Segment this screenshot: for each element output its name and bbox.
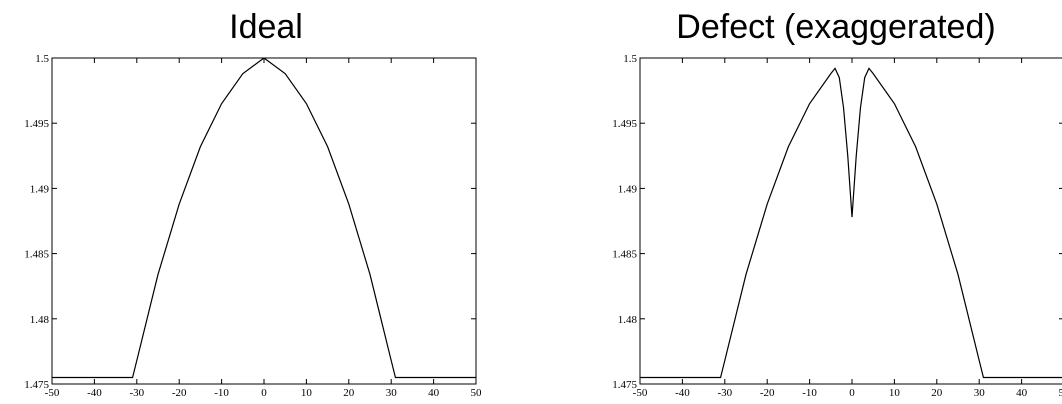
y-tick-label: 1.49: [618, 183, 638, 195]
y-tick-label: 1.49: [30, 183, 50, 195]
x-tick-label: -40: [87, 387, 102, 399]
axis-ticks-defect: 1.475 1.48 1.485 1.49 1.495 1.5 -50 -40 -30 -20 -1…: [612, 53, 1062, 399]
plot-frame-defect: [639, 57, 1062, 385]
x-tick-label: 10: [301, 387, 313, 399]
x-tick-label: -20: [760, 387, 775, 399]
x-tick-label: 20: [931, 387, 943, 399]
x-tick-label: 20: [343, 387, 355, 399]
x-tick-label: 50: [471, 387, 483, 399]
series-line-defect: [640, 67, 1062, 379]
x-tick-label: -20: [172, 387, 187, 399]
y-tick-label: 1.48: [618, 314, 638, 326]
y-tick-label: 1.485: [24, 249, 49, 261]
chart-title-defect: Defect (exaggerated): [676, 8, 995, 46]
plot-frame-ideal: [51, 57, 477, 385]
y-tick-label: 1.485: [612, 249, 637, 261]
x-tick-label: 50: [1059, 387, 1062, 399]
y-tick-label: 1.5: [35, 53, 49, 65]
x-tick-label: 0: [261, 387, 267, 399]
chart-ideal: Ideal 1.475 1.48 1.485 1.49 1.495 1.5 -50 -40 -3…: [24, 8, 482, 399]
y-tick-label: 1.495: [612, 118, 637, 130]
y-tick-label: 1.48: [30, 314, 50, 326]
chart-title-ideal: Ideal: [229, 8, 303, 46]
x-tick-label: -30: [129, 387, 144, 399]
x-tick-label: -50: [633, 387, 648, 399]
x-tick-label: 40: [428, 387, 440, 399]
x-tick-label: -10: [802, 387, 817, 399]
x-tick-label: 0: [849, 387, 855, 399]
x-tick-label: 10: [889, 387, 901, 399]
y-tick-label: 1.495: [24, 118, 49, 130]
y-tick-label: 1.5: [623, 53, 637, 65]
series-line-ideal: [52, 57, 476, 379]
x-tick-label: -30: [717, 387, 732, 399]
x-tick-label: 30: [386, 387, 398, 399]
x-tick-label: -40: [675, 387, 690, 399]
y-tick-label: 1.475: [24, 379, 49, 391]
x-tick-label: 40: [1016, 387, 1028, 399]
x-tick-label: -50: [45, 387, 60, 399]
axis-ticks-ideal: 1.475 1.48 1.485 1.49 1.495 1.5 -50 -40 -30 -20 -1…: [24, 53, 482, 399]
y-tick-label: 1.475: [612, 379, 637, 391]
x-tick-label: 30: [974, 387, 986, 399]
x-tick-label: -10: [214, 387, 229, 399]
chart-defect: Defect (exaggerated) 1.4751.481.4851.491…: [612, 8, 1062, 399]
